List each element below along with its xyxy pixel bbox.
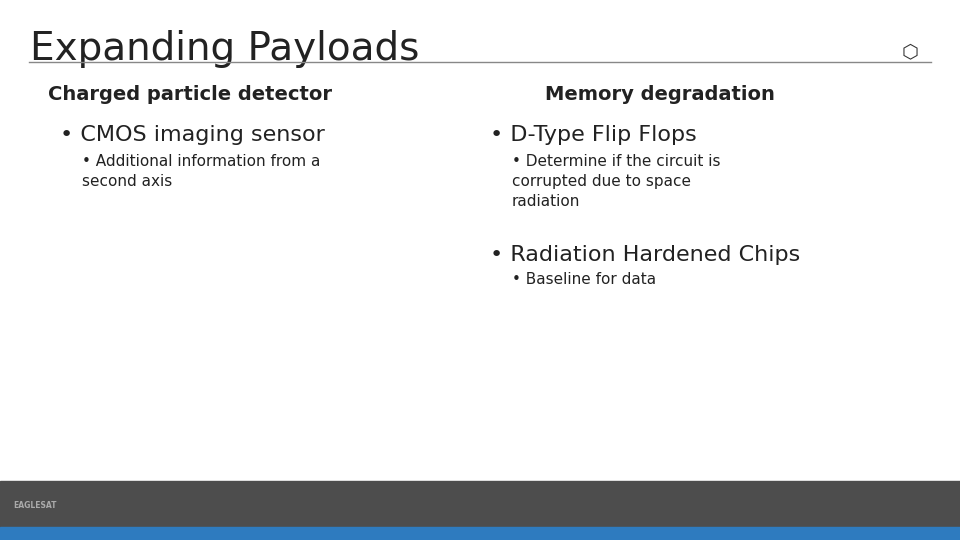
Text: • Determine if the circuit is
corrupted due to space
radiation: • Determine if the circuit is corrupted … (512, 154, 721, 208)
Text: • Radiation Hardened Chips: • Radiation Hardened Chips (490, 245, 801, 265)
Text: • Baseline for data: • Baseline for data (512, 272, 656, 287)
Bar (8, 490, 34, 523)
Bar (0, 526, 960, 540)
Text: • Additional information from a
second axis: • Additional information from a second a… (82, 154, 321, 189)
Text: ⬡: ⬡ (901, 43, 919, 62)
Text: • D-Type Flip Flops: • D-Type Flip Flops (490, 125, 697, 145)
Bar (0, 481, 960, 540)
Text: Memory degradation: Memory degradation (545, 85, 775, 104)
Text: EAGLESAT: EAGLESAT (13, 501, 57, 510)
Text: • CMOS imaging sensor: • CMOS imaging sensor (60, 125, 324, 145)
Text: Expanding Payloads: Expanding Payloads (30, 30, 420, 68)
Text: Charged particle detector: Charged particle detector (48, 85, 332, 104)
